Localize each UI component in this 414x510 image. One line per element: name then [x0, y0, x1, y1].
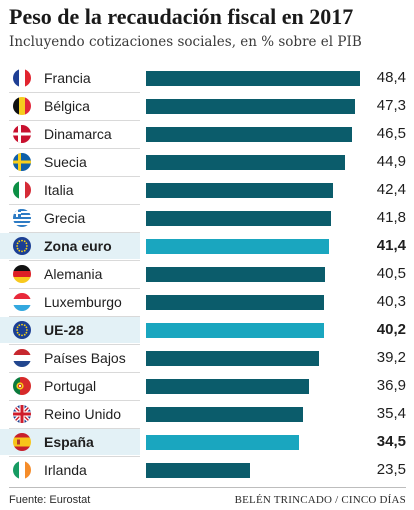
- value-label: 46,5: [376, 125, 406, 142]
- value-label: 34,5: [376, 433, 406, 450]
- italy-flag-icon: [13, 181, 31, 199]
- bar-chart: Francia 48,4 Bélgica 47,3 Dinamarca 46,5 Sueci…: [0, 64, 414, 484]
- category-label: España: [44, 434, 94, 450]
- bar-row-dinamarca: Dinamarca 46,5: [0, 120, 414, 149]
- bar-row-irlanda: Irlanda 23,5: [0, 456, 414, 484]
- row-divider: [9, 455, 140, 457]
- bar: [146, 407, 303, 422]
- category-label: Alemania: [44, 266, 103, 282]
- bar-row-ue-28: UE-28 40,2: [0, 316, 414, 345]
- category-label: UE-28: [44, 322, 84, 338]
- bar-row-espana: España 34,5: [0, 428, 414, 457]
- row-divider: [9, 119, 140, 121]
- value-label: 40,3: [376, 293, 406, 310]
- row-divider: [9, 203, 140, 205]
- footer-divider: [9, 487, 406, 488]
- row-divider: [9, 231, 140, 233]
- category-label: Países Bajos: [44, 350, 126, 366]
- row-divider: [9, 91, 140, 93]
- eu-flag-icon: [13, 237, 31, 255]
- value-label: 47,3: [376, 97, 406, 114]
- bar: [146, 295, 325, 310]
- bar-row-suecia: Suecia 44,9: [0, 148, 414, 177]
- netherlands-flag-icon: [13, 349, 31, 367]
- category-label: Luxemburgo: [44, 294, 122, 310]
- value-label: 42,4: [376, 181, 406, 198]
- value-label: 48,4: [376, 69, 406, 86]
- value-label: 40,5: [376, 265, 406, 282]
- bar-row-italia: Italia 42,4: [0, 176, 414, 205]
- chart-title: Peso de la recaudación fiscal en 2017: [9, 4, 354, 29]
- value-label: 36,9: [376, 377, 406, 394]
- value-label: 41,4: [376, 237, 406, 254]
- bar: [146, 155, 345, 170]
- spain-flag-icon: [13, 433, 31, 451]
- row-divider: [9, 287, 140, 289]
- value-label: 23,5: [376, 461, 406, 478]
- category-label: Reino Unido: [44, 406, 122, 422]
- category-label: Suecia: [44, 154, 87, 170]
- author-credit: BELÉN TRINCADO / CINCO DÍAS: [234, 494, 406, 506]
- bar-row-francia: Francia 48,4: [0, 64, 414, 93]
- bar: [146, 71, 360, 86]
- category-label: Portugal: [44, 378, 97, 394]
- bar: [146, 435, 299, 450]
- bar: [146, 127, 352, 142]
- bar: [146, 183, 334, 198]
- row-divider: [9, 427, 140, 429]
- bar-row-reino-unido: Reino Unido 35,4: [0, 400, 414, 429]
- value-label: 40,2: [376, 321, 406, 338]
- row-divider: [9, 147, 140, 149]
- value-label: 41,8: [376, 209, 406, 226]
- category-label: Irlanda: [44, 462, 87, 478]
- bar-row-alemania: Alemania 40,5: [0, 260, 414, 289]
- row-divider: [9, 315, 140, 317]
- source-note: Fuente: Eurostat: [9, 494, 91, 506]
- bar: [146, 239, 330, 254]
- category-label: Zona euro: [44, 238, 112, 254]
- uk-flag-icon: [13, 405, 31, 423]
- france-flag-icon: [13, 69, 31, 87]
- bar: [146, 99, 356, 114]
- bar-row-grecia: Grecia 41,8: [0, 204, 414, 233]
- value-label: 44,9: [376, 153, 406, 170]
- value-label: 35,4: [376, 405, 406, 422]
- eu-flag-icon: [13, 321, 31, 339]
- category-label: Francia: [44, 70, 91, 86]
- bar: [146, 463, 250, 478]
- bar-row-belgica: Bélgica 47,3: [0, 92, 414, 121]
- denmark-flag-icon: [13, 125, 31, 143]
- row-divider: [9, 259, 140, 261]
- belgium-flag-icon: [13, 97, 31, 115]
- bar: [146, 267, 326, 282]
- row-divider: [9, 175, 140, 177]
- value-label: 39,2: [376, 349, 406, 366]
- bar-row-paises-bajos: Países Bajos 39,2: [0, 344, 414, 373]
- greece-flag-icon: [13, 209, 31, 227]
- germany-flag-icon: [13, 265, 31, 283]
- ireland-flag-icon: [13, 461, 31, 479]
- bar: [146, 379, 310, 394]
- category-label: Grecia: [44, 210, 86, 226]
- bar: [146, 323, 324, 338]
- category-label: Bélgica: [44, 98, 90, 114]
- luxembourg-flag-icon: [13, 293, 31, 311]
- bar-row-luxemburgo: Luxemburgo 40,3: [0, 288, 414, 317]
- sweden-flag-icon: [13, 153, 31, 171]
- bar: [146, 211, 331, 226]
- chart-subtitle: Incluyendo cotizaciones sociales, en % s…: [9, 34, 362, 50]
- category-label: Dinamarca: [44, 126, 112, 142]
- row-divider: [9, 371, 140, 373]
- row-divider: [9, 399, 140, 401]
- bar-row-portugal: Portugal 36,9: [0, 372, 414, 401]
- category-label: Italia: [44, 182, 74, 198]
- bar: [146, 351, 320, 366]
- portugal-flag-icon: [13, 377, 31, 395]
- bar-row-zona-euro: Zona euro 41,4: [0, 232, 414, 261]
- row-divider: [9, 343, 140, 345]
